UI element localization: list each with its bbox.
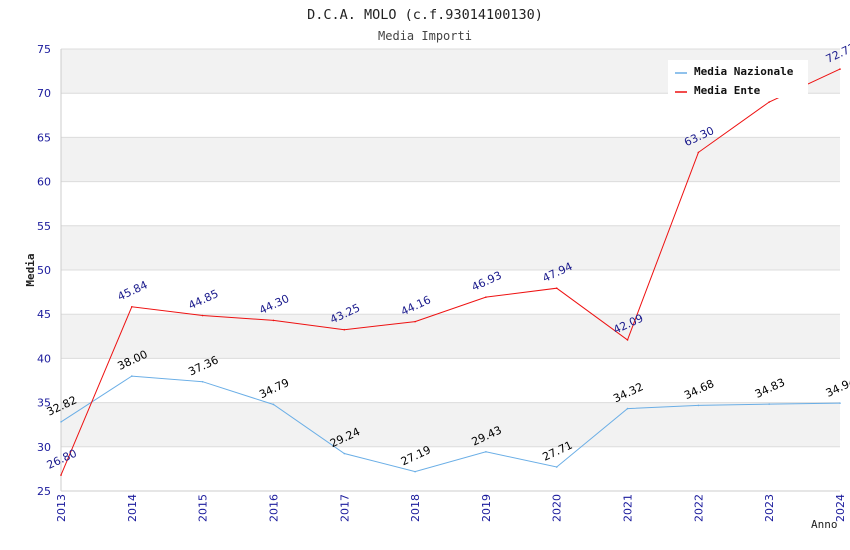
data-label-media-ente-2016: 44.30 bbox=[257, 292, 291, 317]
data-point-media-ente-2024 bbox=[839, 68, 841, 70]
data-point-media-nazionale-2021 bbox=[626, 407, 629, 410]
data-point-media-nazionale-2018 bbox=[414, 470, 416, 473]
data-point-media-ente-2022 bbox=[697, 151, 700, 154]
data-label-media-ente-2014: 45.84 bbox=[116, 278, 150, 303]
x-tick-label-2014: 2014 bbox=[126, 494, 139, 522]
x-tick-label-2016: 2016 bbox=[267, 494, 280, 522]
legend-box bbox=[668, 60, 808, 98]
legend: Media Nazionale Media Ente bbox=[668, 60, 808, 98]
y-tick-label-25: 25 bbox=[37, 485, 51, 498]
series-line-media-nazionale bbox=[60, 375, 841, 473]
y-tick-label-35: 35 bbox=[37, 397, 51, 410]
x-axis-ticks: 2013 2014 2015 2016 2017 2018 2019 2020 2021 2022… bbox=[55, 494, 847, 522]
data-point-media-ente-2016 bbox=[272, 319, 275, 322]
data-point-media-nazionale-2015 bbox=[201, 380, 204, 383]
x-tick-label-2018: 2018 bbox=[409, 494, 422, 522]
plot-background-bands bbox=[61, 49, 840, 447]
x-tick-label-2021: 2021 bbox=[622, 494, 635, 522]
data-point-media-nazionale-2020 bbox=[555, 466, 558, 468]
y-tick-label-75: 75 bbox=[37, 43, 51, 56]
data-label-media-nazionale-2021: 34.32 bbox=[611, 380, 645, 405]
y-tick-label-60: 60 bbox=[37, 176, 51, 189]
data-point-media-ente-2020 bbox=[555, 287, 558, 290]
data-point-media-ente-2014 bbox=[131, 305, 133, 308]
data-label-media-nazionale-2023: 34.83 bbox=[753, 376, 787, 401]
data-label-media-nazionale-2022: 34.68 bbox=[682, 377, 716, 402]
data-label-media-nazionale-2016: 34.79 bbox=[257, 376, 291, 401]
chart-title: D.C.A. MOLO (c.f.93014100130) bbox=[307, 7, 543, 23]
legend-label-media-ente: Media Ente bbox=[694, 84, 761, 97]
grid-band bbox=[61, 137, 840, 182]
data-label-media-ente-2024: 72.73 bbox=[824, 41, 850, 66]
data-point-media-ente-2017 bbox=[343, 328, 346, 331]
legend-label-media-nazionale: Media Nazionale bbox=[694, 65, 794, 78]
data-point-media-ente-2013 bbox=[60, 474, 62, 476]
x-tick-label-2022: 2022 bbox=[692, 494, 705, 522]
data-point-media-nazionale-2019 bbox=[485, 451, 487, 453]
data-point-media-nazionale-2016 bbox=[272, 403, 275, 406]
x-tick-label-2013: 2013 bbox=[55, 494, 68, 522]
y-tick-label-65: 65 bbox=[37, 131, 51, 144]
y-axis-ticks: 25 30 35 40 45 50 55 60 65 70 75 bbox=[37, 43, 51, 498]
data-point-media-nazionale-2024 bbox=[839, 402, 841, 404]
x-tick-label-2017: 2017 bbox=[338, 494, 351, 522]
grid-band bbox=[61, 314, 840, 359]
data-point-media-ente-2019 bbox=[485, 296, 487, 298]
data-point-media-nazionale-2017 bbox=[343, 452, 346, 455]
data-point-media-ente-2015 bbox=[201, 314, 204, 317]
y-tick-label-45: 45 bbox=[37, 308, 51, 321]
y-axis-label: Media bbox=[24, 253, 37, 286]
x-axis-label: Anno bbox=[811, 518, 838, 531]
x-tick-label-2023: 2023 bbox=[763, 494, 776, 522]
data-point-media-ente-2023 bbox=[768, 101, 770, 103]
data-point-media-ente-2018 bbox=[414, 320, 416, 323]
data-label-media-nazionale-2024: 34.94 bbox=[824, 375, 850, 400]
grid-band bbox=[61, 402, 840, 447]
y-tick-label-50: 50 bbox=[37, 264, 51, 277]
data-label-media-ente-2015: 44.85 bbox=[186, 287, 220, 312]
data-point-media-nazionale-2014 bbox=[131, 375, 133, 377]
data-point-media-ente-2021 bbox=[626, 339, 629, 341]
y-tick-label-30: 30 bbox=[37, 441, 51, 454]
y-tick-label-55: 55 bbox=[37, 220, 51, 233]
x-tick-label-2020: 2020 bbox=[551, 494, 564, 522]
x-tick-label-2019: 2019 bbox=[480, 494, 493, 522]
series-lines bbox=[60, 68, 841, 476]
x-tick-label-2015: 2015 bbox=[197, 494, 210, 522]
data-label-media-ente-2019: 46.93 bbox=[470, 269, 504, 294]
y-tick-label-40: 40 bbox=[37, 352, 51, 365]
series-line-media-ente bbox=[60, 68, 841, 476]
data-point-media-nazionale-2023 bbox=[768, 403, 770, 405]
x-tick-label-2024: 2024 bbox=[834, 494, 847, 522]
data-point-media-nazionale-2022 bbox=[697, 404, 700, 407]
data-point-media-nazionale-2013 bbox=[60, 421, 62, 423]
grid-band bbox=[61, 225, 840, 270]
y-tick-label-70: 70 bbox=[37, 87, 51, 100]
chart-subtitle: Media Importi bbox=[378, 29, 472, 43]
axes bbox=[60, 49, 840, 492]
